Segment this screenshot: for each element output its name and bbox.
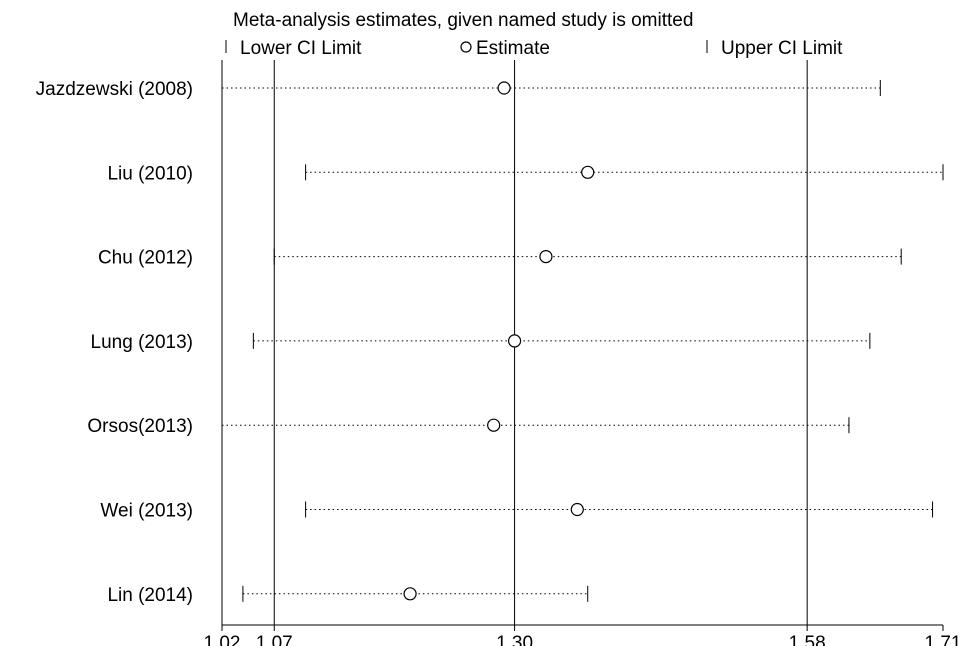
study-row: Chu (2012) [98, 248, 902, 269]
estimate-point [581, 165, 595, 179]
legend-label: Estimate [476, 38, 550, 59]
study-row: Wei (2013) [100, 501, 934, 522]
estimate-point [497, 81, 511, 95]
x-tick-label: 1.71 [925, 633, 962, 646]
study-row: Liu (2010) [107, 163, 944, 184]
estimate-point [403, 587, 417, 601]
study-label: Chu (2012) [98, 248, 193, 269]
study-row: Orsos(2013) [87, 416, 850, 437]
study-label: Wei (2013) [100, 501, 193, 522]
study-row: Lung (2013) [91, 332, 871, 353]
study-label: Lung (2013) [91, 332, 193, 353]
study-rows: Jazdzewski (2008) Liu (2010) Chu (2012) Lun… [36, 79, 944, 606]
chart-title: Meta-analysis estimates, given named stu… [233, 10, 693, 31]
legend: Lower CI Limit Estimate Upper CI Limit [225, 38, 843, 59]
estimate-point [507, 334, 522, 348]
study-label: Jazdzewski (2008) [36, 79, 193, 100]
x-tick-label: 1.02 [204, 633, 241, 646]
x-tick-label: 1.07 [256, 633, 293, 646]
legend-circle-icon [460, 41, 472, 53]
study-row: Lin (2014) [107, 585, 589, 606]
legend-label: Lower CI Limit [240, 38, 362, 59]
x-tick-label: 1.30 [496, 633, 533, 646]
study-label: Lin (2014) [107, 585, 193, 606]
estimate-point [539, 250, 553, 264]
legend-label: Upper CI Limit [721, 38, 843, 59]
estimate-point [570, 502, 584, 517]
x-axis: 1.02 1.07 1.30 1.58 1.71 [204, 624, 962, 646]
study-label: Liu (2010) [107, 163, 193, 184]
estimate-point [487, 418, 501, 432]
study-label: Orsos(2013) [87, 416, 193, 437]
x-tick-label: 1.58 [789, 633, 826, 646]
study-row: Jazdzewski (2008) [36, 79, 881, 100]
